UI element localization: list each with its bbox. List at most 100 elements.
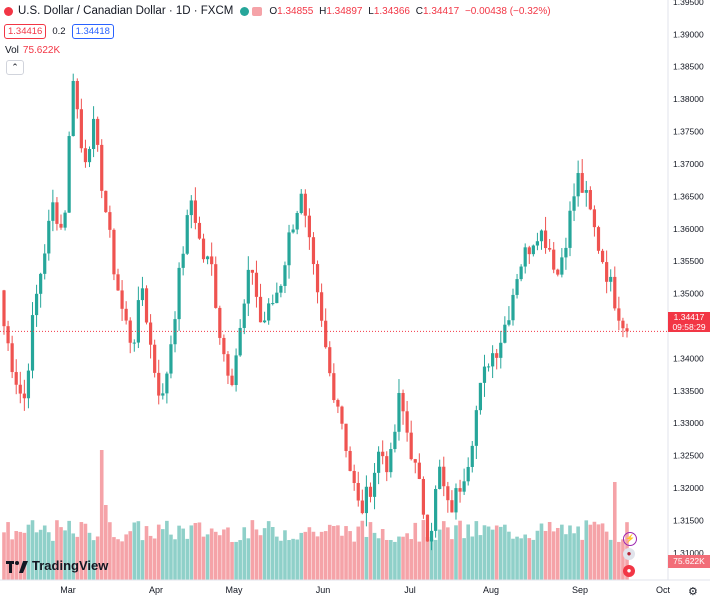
candle-body (116, 274, 120, 291)
candle-body (132, 342, 136, 344)
volume-bar (352, 541, 356, 580)
candle-body (535, 241, 540, 246)
candle-body (87, 149, 92, 163)
candle-body (377, 451, 381, 473)
volume-bar (389, 540, 393, 580)
volume-bar (417, 541, 422, 580)
sell-button[interactable]: 1.34416 (4, 24, 47, 39)
candle-body (442, 466, 446, 487)
volume-bar (279, 540, 283, 580)
candle-body (389, 449, 393, 473)
canada-flag-event-icon[interactable]: ● (623, 565, 635, 577)
volume-bar (71, 533, 76, 580)
candle-body (466, 466, 470, 482)
time-tick-label: Mar (60, 585, 76, 595)
candle-body (621, 320, 625, 329)
candle-body (258, 296, 263, 323)
volume-bar (608, 539, 613, 580)
candle-body (185, 215, 189, 254)
candle-body (222, 337, 226, 355)
candle-body (279, 285, 283, 293)
volume-bar (332, 525, 336, 580)
candle-body (372, 472, 377, 497)
price-tick-label: 1.38000 (673, 94, 704, 104)
candle-body (523, 247, 527, 267)
candle-body (613, 276, 617, 309)
candle-body (609, 276, 613, 282)
candle-body (592, 209, 597, 228)
symbol-logo-icon (4, 6, 13, 16)
candle-body (140, 288, 145, 301)
volume-bar (238, 540, 242, 580)
volume-bar (413, 522, 418, 580)
volume-bar (79, 522, 84, 580)
candle-body (417, 462, 421, 479)
volume-bar (197, 522, 202, 580)
candle-body (47, 220, 51, 254)
candle-body (625, 328, 629, 332)
candle-body (307, 215, 311, 238)
candle-body (328, 347, 332, 374)
volume-bar (87, 532, 92, 580)
tradingview-logo-icon (6, 560, 28, 573)
volume-legend: Vol 75.622K (5, 45, 61, 56)
candle-body (576, 173, 580, 197)
candle-body (393, 431, 397, 450)
symbol-title[interactable]: U.S. Dollar / Canadian Dollar · 1D · FXC… (18, 5, 234, 17)
volume-bar (246, 538, 251, 580)
tradingview-logo[interactable]: TradingView (6, 558, 108, 573)
volume-bar (103, 505, 108, 580)
time-tick-label: Jun (316, 585, 331, 595)
lightning-event-icon[interactable]: ⚡ (623, 532, 637, 546)
volume-histogram (2, 450, 629, 580)
candle-body (230, 375, 234, 386)
volume-bar (340, 535, 344, 580)
price-tick-label: 1.36500 (673, 191, 704, 201)
volume-bar (527, 538, 532, 580)
price-tick-label: 1.33000 (673, 418, 704, 428)
chevron-up-icon: ⌃ (11, 62, 19, 72)
volume-bar (295, 539, 299, 580)
volume-bar (368, 522, 373, 580)
volume-bar (222, 529, 226, 580)
volume-bar (181, 528, 185, 580)
candle-body (238, 327, 242, 356)
volume-bar (393, 541, 397, 580)
volume-bar (384, 539, 389, 580)
candle-body (165, 373, 169, 394)
candle-body (425, 514, 430, 542)
price-tick-label: 1.36000 (673, 224, 704, 234)
volume-bar (523, 534, 528, 580)
volume-bar (161, 529, 165, 580)
candle-body (242, 303, 246, 328)
volume-bar (22, 532, 27, 580)
candle-body (507, 320, 511, 325)
volume-bar (209, 528, 214, 580)
us-flag-event-icon[interactable]: ● (623, 548, 635, 560)
volume-bar (450, 539, 454, 580)
candle-body (478, 382, 483, 411)
bid-ask-panel: 1.34416 0.2 1.34418 (4, 24, 114, 39)
volume-bar (323, 531, 328, 580)
price-tick-label: 1.32500 (673, 451, 704, 461)
time-axis[interactable]: Mar Apr May Jun Jul Aug Sep Oct (0, 579, 710, 595)
price-axis[interactable]: 1.31000 1.31500 1.32000 1.32500 1.33000 1.335… (667, 0, 704, 580)
volume-bar (592, 521, 597, 580)
candle-body (446, 486, 450, 501)
settings-gear-icon[interactable]: ⚙ (688, 586, 698, 598)
volume-bar (152, 538, 157, 580)
candle-body (173, 319, 177, 345)
candle-body (564, 247, 568, 258)
candle-body (22, 393, 26, 399)
buy-button[interactable]: 1.34418 (71, 24, 114, 39)
volume-bar (470, 536, 475, 580)
candle-body (63, 212, 67, 228)
eye-icon[interactable] (252, 6, 263, 16)
candle-body (148, 322, 153, 345)
collapse-legend-button[interactable]: ⌃ (6, 60, 24, 75)
volume-bar (185, 538, 190, 580)
candle-body (405, 411, 409, 433)
volume-bar (165, 520, 169, 580)
volume-bar (376, 538, 381, 580)
